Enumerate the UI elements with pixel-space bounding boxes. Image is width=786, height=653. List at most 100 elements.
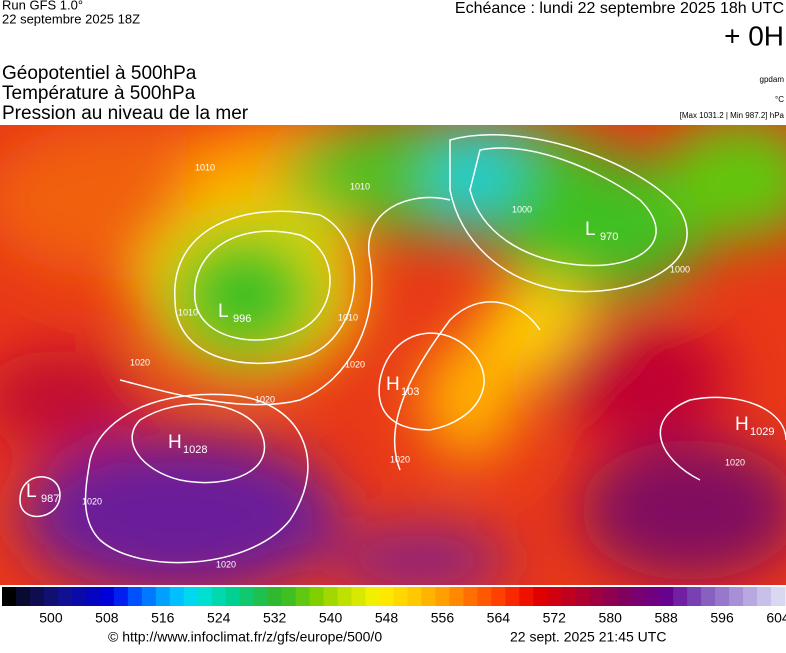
- center-value: 1028: [183, 444, 207, 456]
- isobar-label: 1020: [130, 357, 150, 367]
- footer-url: © http://www.infoclimat.fr/z/gfs/europe/…: [108, 629, 382, 645]
- colorbar-swatch: [463, 587, 478, 606]
- colorbar-swatch: [337, 587, 353, 606]
- isobar-label: 1020: [345, 359, 365, 369]
- colorbar-swatch: [379, 587, 394, 606]
- colorbar-swatch: [71, 587, 87, 606]
- center-value: 1029: [750, 426, 774, 438]
- colorbar-swatch: [239, 587, 255, 606]
- colorbar-swatch: [491, 587, 506, 606]
- colorbar-swatch: [407, 587, 422, 606]
- colorbar-swatch: [673, 587, 688, 606]
- footer-date: 22 sept. 2025 21:45 UTC: [510, 629, 666, 645]
- colorbar-label: 500: [39, 610, 63, 626]
- colorbar-swatch: [57, 587, 73, 606]
- isobars: [19, 133, 786, 564]
- isobar-label: 1010: [338, 312, 358, 322]
- colorbar-label: 572: [543, 610, 567, 626]
- isobar-label: 1020: [82, 496, 102, 506]
- colorbar-swatch: [365, 587, 381, 606]
- colorbar-swatch: [533, 587, 548, 606]
- colorbar-label: 580: [599, 610, 623, 626]
- echeance: Echéance : lundi 22 septembre 2025 18h U…: [455, 0, 784, 17]
- isobar-label: 1000: [512, 204, 532, 214]
- colorbar-swatch: [197, 587, 213, 606]
- colorbar-swatch: [295, 587, 311, 606]
- colorbar-label: 604: [766, 610, 786, 626]
- center-value: 987: [41, 493, 59, 505]
- colorbar-swatch: [757, 587, 772, 606]
- isobar-label: 1020: [725, 457, 745, 467]
- colorbar-swatch: [729, 587, 744, 606]
- colorbar-swatch: [645, 587, 660, 606]
- colorbar-swatch: [589, 587, 604, 606]
- colorbar-swatch: [281, 587, 297, 606]
- colorbar-swatch: [603, 587, 618, 606]
- center-symbol: L: [26, 481, 37, 502]
- colorbar-swatch: [631, 587, 646, 606]
- field: Pression au niveau de la mer: [2, 103, 249, 124]
- colorbar-label: 588: [654, 610, 678, 626]
- colorbar-label: 548: [375, 610, 399, 626]
- isobar-label: 1020: [255, 394, 275, 404]
- colorbar-label: 564: [487, 610, 511, 626]
- center-symbol: H: [168, 432, 182, 453]
- colorbar-swatch: [155, 587, 171, 606]
- center-symbol: L: [585, 219, 596, 240]
- center-symbol: H: [735, 414, 749, 435]
- isobar-label: 1010: [178, 307, 198, 317]
- colorbar-swatch: [547, 587, 562, 606]
- field: Géopotentiel à 500hPa: [2, 63, 197, 84]
- colorbar-swatch: [169, 587, 185, 606]
- colorbar-swatch: [15, 587, 31, 606]
- colorbar-swatch: [253, 587, 269, 606]
- colorbar-swatch: [113, 587, 129, 606]
- colorbar-swatch: [701, 587, 716, 606]
- isobar-label: 1020: [216, 559, 236, 569]
- colorbar-swatch: [29, 587, 45, 606]
- isobar-label: 1020: [390, 454, 410, 464]
- colorbar-label: 524: [207, 610, 231, 626]
- colorbar-label: 508: [95, 610, 119, 626]
- colorbar-swatch: [715, 587, 730, 606]
- isobar-label: 1010: [350, 181, 370, 191]
- colorbar-swatch: [2, 587, 17, 606]
- colorbar-swatch: [617, 587, 632, 606]
- offset: + 0H: [724, 20, 784, 51]
- colorbar-swatch: [127, 587, 143, 606]
- colorbar-label: 540: [319, 610, 343, 626]
- unit: °C: [775, 95, 784, 104]
- isobar-label: 1000: [670, 264, 690, 274]
- colorbar-swatch: [659, 587, 674, 606]
- isobar-label: 1010: [195, 162, 215, 172]
- run: Run GFS 1.0°: [2, 0, 83, 12]
- colorbar-swatch: [575, 587, 590, 606]
- colorbar-swatch: [505, 587, 520, 606]
- colorbar-label: 596: [710, 610, 734, 626]
- colorbar-label: 556: [431, 610, 455, 626]
- colorbar-swatch: [561, 587, 576, 606]
- center-value: 103: [401, 386, 419, 398]
- colorbar-swatch: [323, 587, 339, 606]
- colorbar-swatch: [309, 587, 325, 606]
- colorbar-label: 516: [151, 610, 175, 626]
- colorbar-swatch: [743, 587, 758, 606]
- field: Température à 500hPa: [2, 83, 196, 104]
- unit: [Max 1031.2 | Min 987.2] hPa: [680, 111, 785, 120]
- colorbar-swatch: [449, 587, 464, 606]
- colorbar-swatch: [225, 587, 241, 606]
- center-symbol: H: [386, 374, 400, 395]
- center-value: 996: [233, 313, 251, 325]
- colorbar-swatch: [771, 587, 786, 606]
- colorbar-swatch: [141, 587, 157, 606]
- colorbar-swatch: [267, 587, 283, 606]
- colorbar-swatch: [477, 587, 492, 606]
- colorbar-swatch: [99, 587, 115, 606]
- colorbar-swatch: [435, 587, 450, 606]
- center-symbol: L: [218, 301, 229, 322]
- colorbar-swatch: [211, 587, 227, 606]
- center-value: 970: [600, 231, 618, 243]
- colorbar-swatch: [393, 587, 408, 606]
- colorbar-swatch: [519, 587, 534, 606]
